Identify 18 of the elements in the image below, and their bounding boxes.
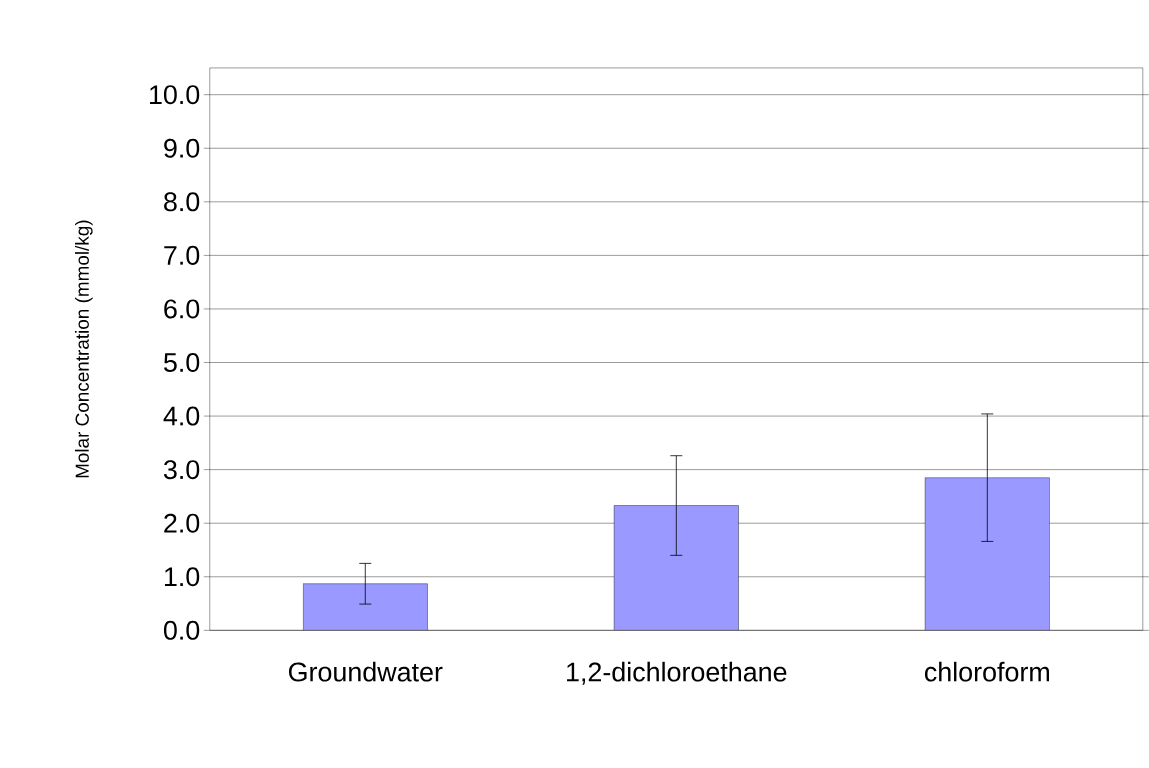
y-tick-label: 4.0 xyxy=(163,406,200,426)
bar xyxy=(613,505,739,631)
x-tick-label: 1,2-dichloroethane xyxy=(567,661,787,685)
bar xyxy=(302,583,428,631)
y-tick-label: 0.0 xyxy=(163,620,200,640)
y-tick-label: 10.0 xyxy=(150,85,200,105)
y-tick-label: 8.0 xyxy=(164,192,200,212)
bar xyxy=(924,477,1050,631)
y-tick-label: 9.0 xyxy=(164,138,200,158)
x-tick-label: chloroform xyxy=(924,661,1049,682)
y-tick-label: 2.0 xyxy=(164,513,200,533)
y-tick-label: 1.0 xyxy=(164,567,200,587)
x-tick-label: Groundwater xyxy=(288,661,443,682)
y-tick-label: 3.0 xyxy=(163,460,200,480)
y-tick-label: 5.0 xyxy=(163,352,200,372)
y-axis-title: Molar Concentration (mmol/kg) xyxy=(75,220,93,478)
y-tick-label: 7.0 xyxy=(164,245,200,265)
y-tick-label: 6.0 xyxy=(164,299,200,319)
